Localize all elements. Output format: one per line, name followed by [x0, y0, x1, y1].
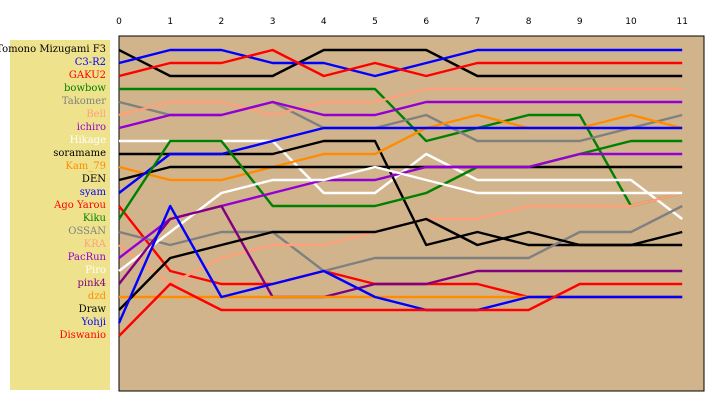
legend-entry: PacRun — [67, 252, 106, 263]
legend-entry: Tomono Mizugami F3 — [0, 44, 106, 55]
legend-entry: Bell — [86, 109, 106, 120]
x-tick-label: 5 — [372, 17, 378, 27]
legend-entry: syam — [79, 187, 106, 198]
series-line — [118, 100, 683, 130]
x-tick-label: 11 — [676, 17, 687, 27]
legend-entry: Yohji — [81, 317, 107, 328]
x-tick-label: 8 — [526, 17, 532, 27]
x-tick-labels: 0 1 2 3 4 5 6 7 8 9 10 11 — [116, 17, 688, 27]
legend-entry: bowbow — [64, 83, 106, 94]
legend-entry: Kiku — [82, 213, 106, 224]
legend-entry: KRA — [83, 239, 106, 250]
legend-entry: OSSAN — [68, 226, 106, 237]
legend-entry: Hikage — [69, 135, 106, 146]
series-line — [119, 87, 683, 208]
legend-entry: GAKU2 — [68, 70, 106, 81]
series-line — [118, 217, 683, 311]
legend-entry: Takomer — [61, 96, 106, 107]
series-line — [118, 87, 683, 117]
series-line — [118, 204, 683, 299]
series-line — [118, 204, 683, 273]
x-tick-label: 2 — [219, 17, 225, 27]
series-line — [118, 282, 683, 337]
series-line — [118, 165, 683, 272]
legend-entry: soramame — [53, 148, 106, 159]
legend-entry: C3-R2 — [74, 57, 106, 68]
series-line — [118, 48, 683, 78]
x-tick-label: 3 — [270, 17, 276, 27]
legend-entry: Diswanio — [59, 330, 106, 341]
legend-entry: Draw — [78, 304, 106, 315]
legend-entry: dzd — [87, 291, 106, 302]
series-line — [118, 48, 683, 78]
series-line — [118, 126, 683, 194]
legend: Tomono Mizugami F3 C3-R2 GAKU2 bowbow Takome… — [0, 40, 110, 390]
legend-entry: Ago Yarou — [54, 200, 106, 211]
series-line — [117, 139, 683, 220]
legend-entry: Kam_79 — [65, 161, 106, 172]
legend-entry: ichiro — [76, 122, 106, 133]
x-tick-label: 0 — [116, 17, 122, 27]
legend-entry: pink4 — [77, 278, 106, 289]
x-tick-label: 10 — [625, 17, 637, 27]
legend-entry: Piro — [85, 265, 106, 276]
x-tick-label: 4 — [321, 17, 327, 27]
series-line — [118, 113, 683, 182]
x-tick-label: 1 — [167, 17, 173, 27]
x-tick-label: 6 — [423, 17, 429, 27]
series-lines — [117, 48, 683, 337]
series-line — [117, 204, 683, 324]
legend-entry: DEN — [81, 174, 106, 185]
series-line — [118, 165, 683, 182]
x-tick-label: 7 — [475, 17, 481, 27]
x-tick-label: 9 — [577, 17, 583, 27]
